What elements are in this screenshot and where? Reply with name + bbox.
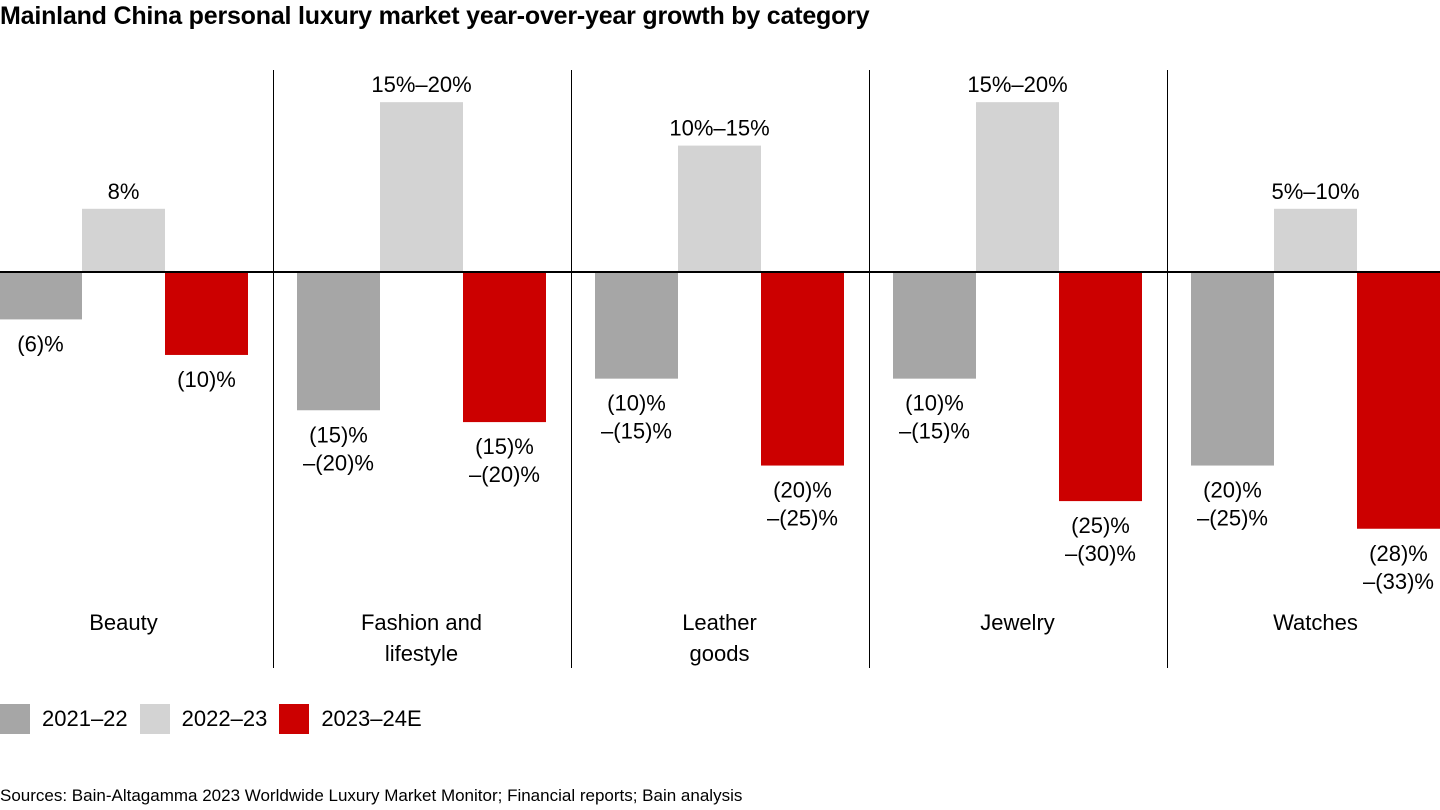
bar-2023–24E-0 xyxy=(165,272,248,355)
chart-title: Mainland China personal luxury market ye… xyxy=(0,2,870,30)
bar-2021–22-2 xyxy=(595,272,678,379)
data-label: –(33)% xyxy=(1363,569,1434,594)
bar-2022–23-1 xyxy=(380,102,463,273)
bar-2021–22-1 xyxy=(297,272,380,411)
bar-2023–24E-4 xyxy=(1357,272,1440,529)
legend-label: 2022–23 xyxy=(181,706,268,731)
data-label: (15)% xyxy=(475,434,534,459)
legend-swatch xyxy=(0,704,30,734)
legend-item-2023-24e: 2023–24E xyxy=(279,704,422,734)
bar-2022–23-0 xyxy=(82,208,165,272)
data-label: (28)% xyxy=(1369,541,1428,566)
category-label: Beauty xyxy=(89,610,158,635)
legend-label: 2023–24E xyxy=(321,706,422,731)
bar-2023–24E-2 xyxy=(761,272,844,466)
legend: 2021–22 2022–23 2023–24E xyxy=(0,703,434,735)
category-label: Watches xyxy=(1273,610,1358,635)
bar-2022–23-4 xyxy=(1274,208,1357,272)
data-label: 5%–10% xyxy=(1271,179,1359,204)
data-label: 15%–20% xyxy=(967,72,1067,97)
data-label: –(20)% xyxy=(303,450,374,475)
legend-swatch xyxy=(139,704,170,734)
legend-item-2022-23: 2022–23 xyxy=(139,704,268,734)
bar-2021–22-3 xyxy=(893,272,976,379)
data-label: –(25)% xyxy=(767,506,838,531)
data-label: 8% xyxy=(108,179,140,204)
data-label: (15)% xyxy=(309,422,368,447)
bar-2023–24E-3 xyxy=(1059,272,1142,502)
data-label: 10%–15% xyxy=(669,116,769,141)
category-label: goods xyxy=(690,641,750,666)
legend-swatch xyxy=(279,704,310,734)
category-label: Fashion and xyxy=(361,610,482,635)
data-label: –(30)% xyxy=(1065,541,1136,566)
data-label: (10)% xyxy=(905,391,964,416)
bar-2021–22-0 xyxy=(0,272,82,320)
bar-2022–23-3 xyxy=(976,102,1059,273)
data-label: –(20)% xyxy=(469,462,540,487)
category-label: lifestyle xyxy=(385,641,458,666)
bar-2022–23-2 xyxy=(678,145,761,272)
data-label: (25)% xyxy=(1071,513,1130,538)
category-label: Leather xyxy=(682,610,757,635)
legend-label: 2021–22 xyxy=(42,706,128,731)
legend-item-2021-22: 2021–22 xyxy=(0,704,128,734)
data-label: –(25)% xyxy=(1197,506,1268,531)
source-note: Sources: Bain-Altagamma 2023 Worldwide L… xyxy=(0,786,743,805)
data-label: (6)% xyxy=(17,331,63,356)
category-label: Jewelry xyxy=(980,610,1055,635)
bar-chart: (6)% 8% (10)% Beauty (15)% –(20)% 15%–20% (15)%… xyxy=(0,70,1440,668)
data-label: (20)% xyxy=(773,478,832,503)
bar-2021–22-4 xyxy=(1191,272,1274,466)
data-label: (20)% xyxy=(1203,478,1262,503)
data-label: –(15)% xyxy=(899,419,970,444)
data-label: (10)% xyxy=(177,367,236,392)
data-label: –(15)% xyxy=(601,419,672,444)
data-label: 15%–20% xyxy=(371,72,471,97)
bar-2023–24E-1 xyxy=(463,272,546,423)
data-label: (10)% xyxy=(607,391,666,416)
